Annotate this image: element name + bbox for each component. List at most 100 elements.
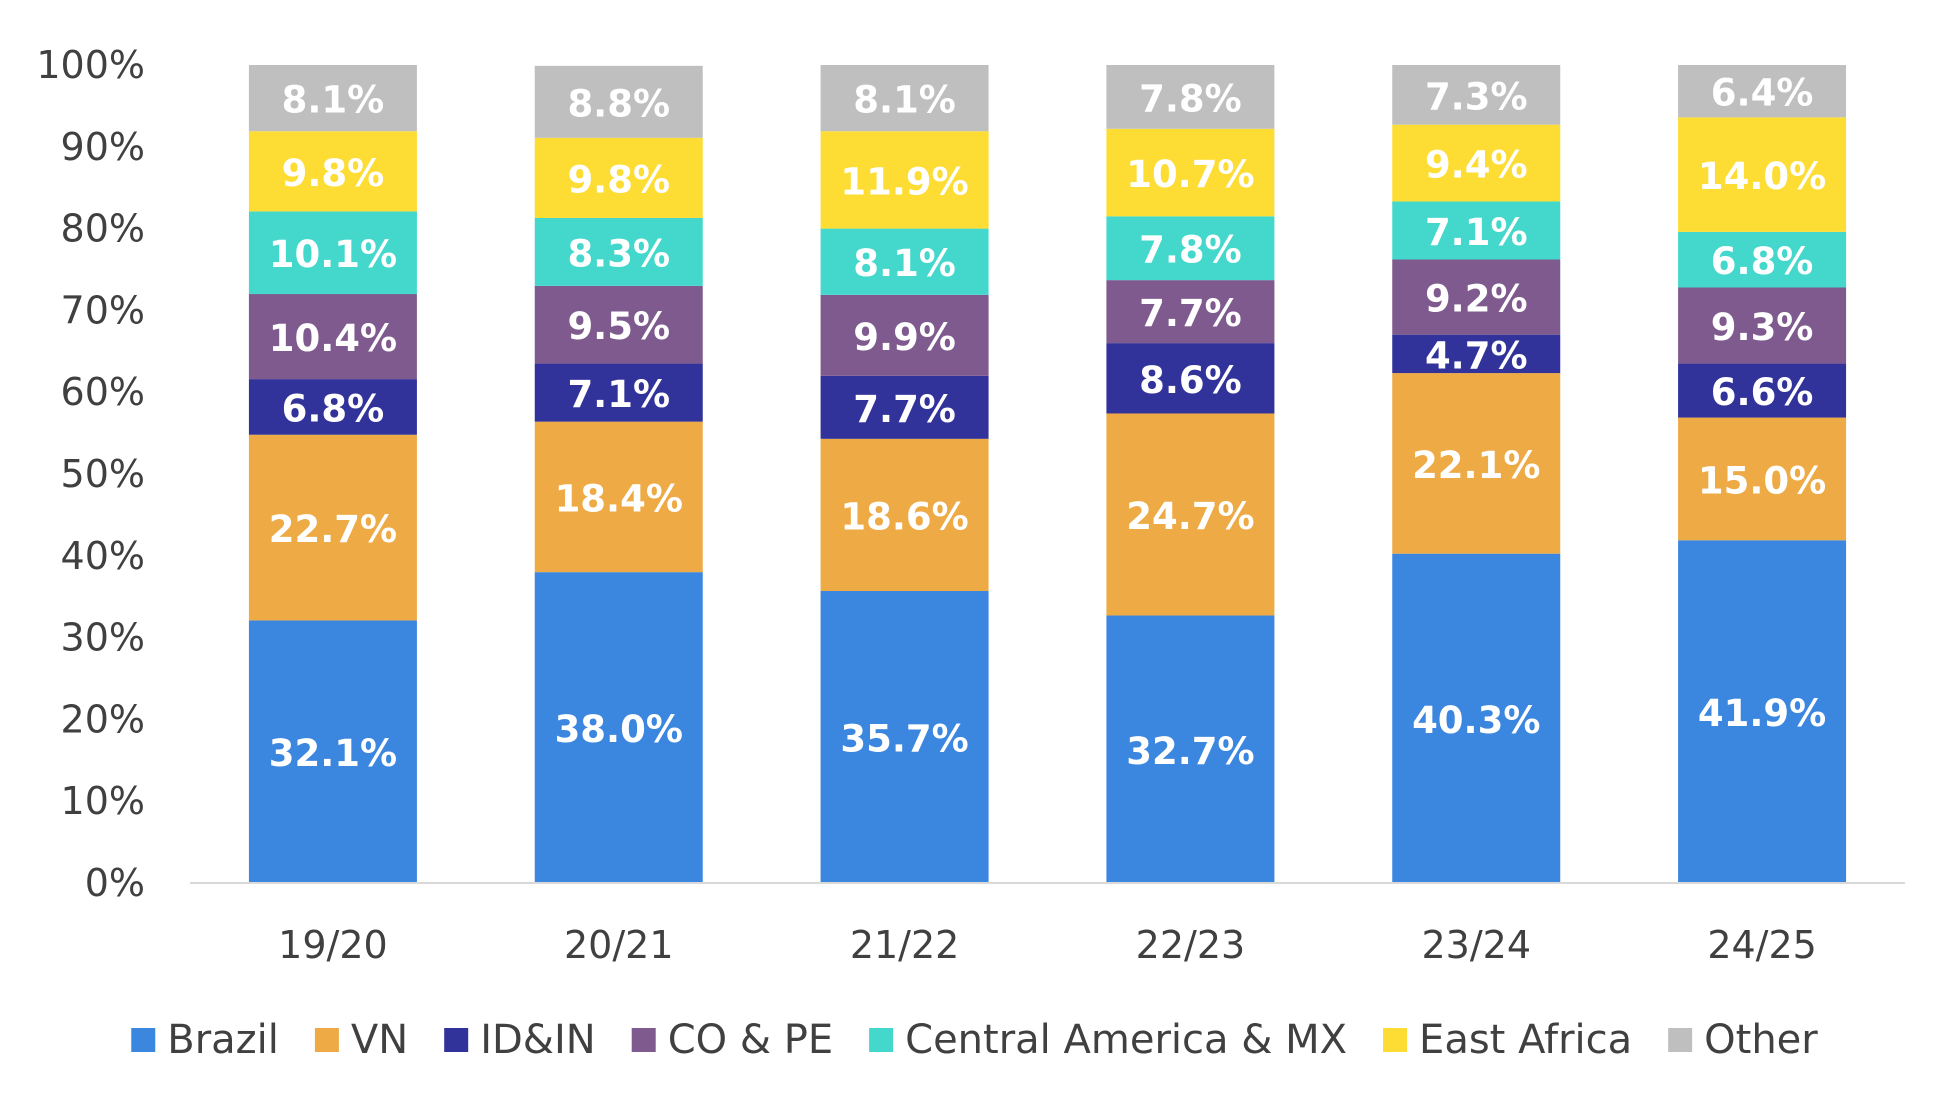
- data-label-brazil: 40.3%: [1412, 699, 1540, 742]
- bar-segment-east-africa: [820, 131, 989, 229]
- data-label-east-africa: 9.8%: [282, 152, 385, 195]
- bar-segment-other: [1678, 65, 1847, 118]
- bar-segment-central-america-mx: [1678, 231, 1847, 288]
- bar-segment-co-pe: [1106, 280, 1275, 344]
- data-label-central-america-mx: 7.1%: [1425, 211, 1528, 254]
- bar-segment-east-africa: [1678, 117, 1847, 232]
- y-tick-label: 10%: [61, 779, 145, 823]
- bar-segment-co-pe: [1392, 259, 1561, 335]
- data-label-brazil: 32.1%: [269, 732, 397, 775]
- data-label-central-america-mx: 8.3%: [567, 232, 670, 275]
- data-label-vn: 15.0%: [1698, 459, 1826, 502]
- x-axis-labels: 19/20 20/21 21/22 22/23 23/24 24/25: [278, 923, 1817, 967]
- legend-label: ID&IN: [480, 1017, 596, 1063]
- bar-segment-vn: [1106, 413, 1275, 616]
- data-label-brazil: 38.0%: [555, 708, 683, 751]
- data-label-id-in: 4.7%: [1425, 334, 1528, 377]
- data-label-east-africa: 9.4%: [1425, 144, 1528, 187]
- x-category-label: 21/22: [850, 923, 960, 967]
- data-label-brazil: 32.7%: [1126, 730, 1254, 773]
- bar-segment-other: [1106, 65, 1275, 129]
- legend-item-co-pe: CO & PE: [631, 1017, 833, 1063]
- bar-segment-brazil: [820, 590, 989, 883]
- bar-stack-24-25: 41.9% 15.0% 6.6% 9.3% 6.8% 14.0% 6.4%: [1678, 65, 1847, 883]
- y-tick-label: 70%: [61, 288, 145, 332]
- bar-stack-20-21: 38.0% 18.4% 7.1% 9.5% 8.3% 9.8% 8.8%: [534, 65, 703, 883]
- data-label-co-pe: 9.9%: [853, 316, 956, 359]
- x-category-label: 22/23: [1136, 923, 1246, 967]
- bar-segment-brazil: [1392, 553, 1561, 883]
- data-label-other: 7.8%: [1139, 77, 1242, 120]
- x-category-label: 19/20: [278, 923, 388, 967]
- bar-segment-brazil: [1678, 540, 1847, 883]
- bar-segment-other: [248, 65, 417, 132]
- data-label-vn: 18.6%: [840, 495, 968, 538]
- bar-segment-east-africa: [1392, 124, 1561, 202]
- y-tick-label: 80%: [61, 207, 145, 251]
- data-label-brazil: 41.9%: [1698, 692, 1826, 735]
- data-label-id-in: 7.1%: [567, 373, 670, 416]
- legend-swatch: [1383, 1028, 1408, 1052]
- legend-swatch: [631, 1028, 656, 1052]
- legend-swatch: [131, 1028, 156, 1052]
- data-label-co-pe: 9.3%: [1711, 306, 1814, 349]
- bar-segment-vn: [820, 438, 989, 591]
- data-label-central-america-mx: 8.1%: [853, 242, 956, 285]
- legend-item-brazil: Brazil: [131, 1017, 279, 1063]
- legend-item-id-in: ID&IN: [444, 1017, 596, 1063]
- bar-segment-brazil: [248, 620, 417, 883]
- data-label-vn: 22.1%: [1412, 444, 1540, 487]
- legend-item-east-africa: East Africa: [1383, 1017, 1632, 1063]
- legend-label: Other: [1704, 1017, 1818, 1063]
- bar-segment-vn: [248, 434, 417, 621]
- bar-segment-vn: [1678, 417, 1847, 541]
- x-category-label: 24/25: [1707, 923, 1817, 967]
- legend-label: Brazil: [167, 1017, 279, 1063]
- data-label-central-america-mx: 10.1%: [269, 233, 397, 276]
- bar-segment-co-pe: [1678, 287, 1847, 364]
- y-tick-label: 60%: [61, 370, 145, 414]
- legend-label: East Africa: [1419, 1017, 1632, 1063]
- bars: 32.1% 22.7% 6.8% 10.4% 10.1% 9.8% 8.1% 38.0% 18.…: [248, 65, 1847, 883]
- data-label-co-pe: 9.2%: [1425, 278, 1528, 321]
- x-category-label: 20/21: [564, 923, 674, 967]
- bar-segment-central-america-mx: [248, 211, 417, 295]
- data-label-id-in: 6.8%: [282, 387, 385, 430]
- bar-segment-other: [534, 65, 703, 138]
- bar-stack-19-20: 32.1% 22.7% 6.8% 10.4% 10.1% 9.8% 8.1%: [248, 65, 417, 883]
- legend-swatch: [1668, 1028, 1693, 1052]
- data-label-other: 6.4%: [1711, 72, 1814, 115]
- x-category-label: 23/24: [1421, 923, 1531, 967]
- y-tick-label: 100%: [36, 43, 145, 87]
- data-label-other: 8.1%: [853, 79, 956, 122]
- y-axis-ticks: 0% 10% 20% 30% 40% 50% 60% 70% 80% 90% 100%: [36, 43, 145, 905]
- bar-segment-vn: [534, 421, 703, 573]
- bar-segment-id-in: [1392, 334, 1561, 374]
- data-label-other: 8.8%: [567, 82, 670, 125]
- data-label-central-america-mx: 7.8%: [1139, 229, 1242, 272]
- bar-segment-other: [820, 65, 989, 132]
- data-label-co-pe: 9.5%: [567, 305, 670, 348]
- y-tick-label: 30%: [61, 616, 145, 660]
- bar-segment-co-pe: [820, 294, 989, 376]
- bar-segment-central-america-mx: [1392, 201, 1561, 260]
- bar-segment-id-in: [248, 379, 417, 435]
- data-label-vn: 22.7%: [269, 508, 397, 551]
- data-label-east-africa: 9.8%: [567, 158, 670, 201]
- bar-segment-id-in: [534, 363, 703, 422]
- bar-segment-brazil: [534, 572, 703, 883]
- data-label-vn: 24.7%: [1126, 495, 1254, 538]
- bar-segment-east-africa: [248, 131, 417, 212]
- bar-segment-co-pe: [534, 285, 703, 364]
- y-tick-label: 0%: [85, 861, 145, 905]
- bar-segment-co-pe: [248, 294, 417, 380]
- data-label-co-pe: 7.7%: [1139, 292, 1242, 335]
- data-label-east-africa: 11.9%: [840, 160, 968, 203]
- bar-segment-brazil: [1106, 615, 1275, 883]
- data-label-brazil: 35.7%: [840, 717, 968, 760]
- legend-item-other: Other: [1668, 1017, 1818, 1063]
- legend-item-central-america-mx: Central America & MX: [869, 1017, 1347, 1063]
- bar-segment-id-in: [1106, 343, 1275, 414]
- bar-segment-east-africa: [1106, 128, 1275, 217]
